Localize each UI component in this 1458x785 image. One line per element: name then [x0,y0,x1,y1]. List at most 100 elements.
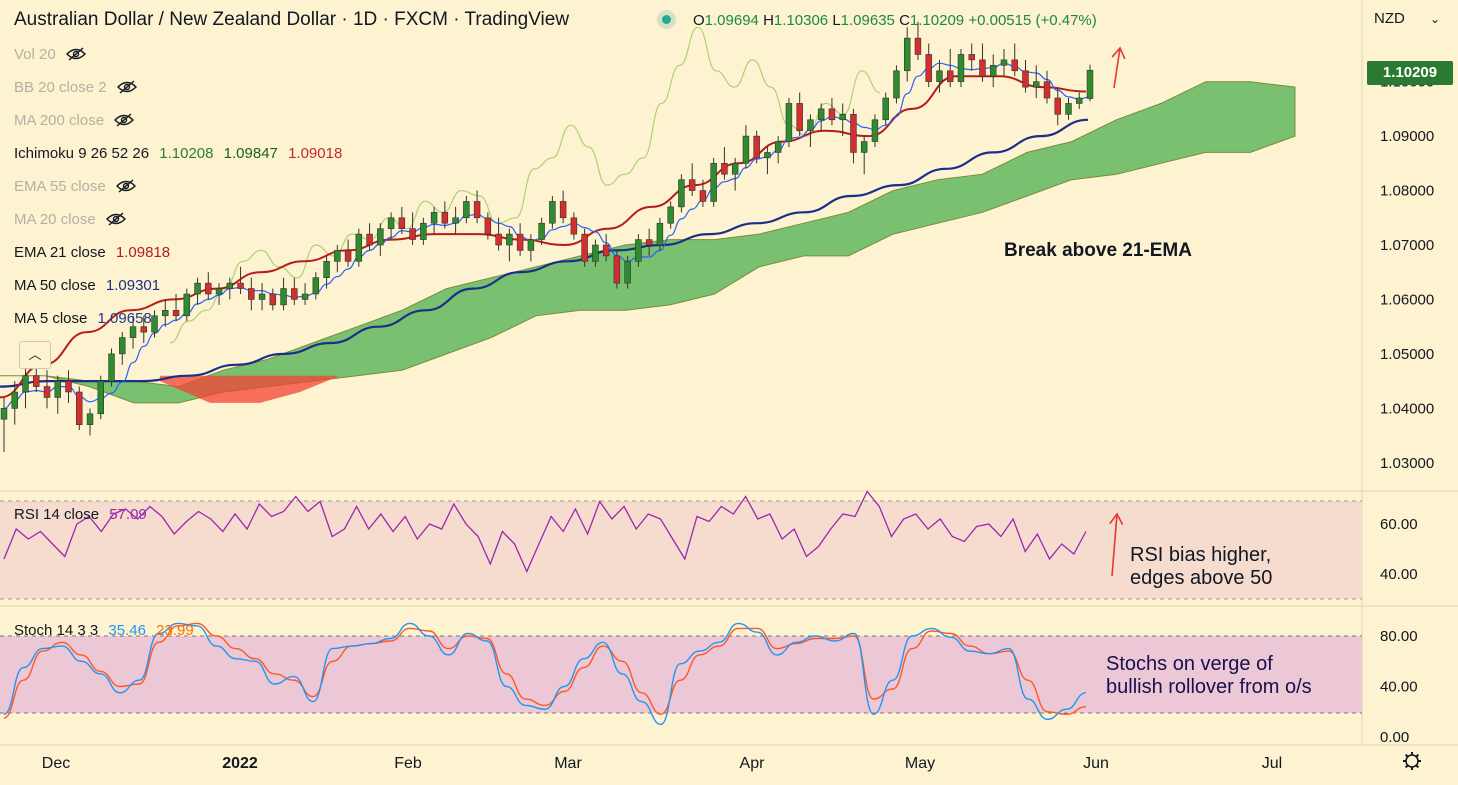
candle-body [828,108,836,121]
currency-select[interactable]: NZD ⌄ [1366,6,1444,32]
candle-body [538,222,545,240]
close-label: C [899,12,910,29]
candle-body [774,141,782,153]
candle-body [1043,81,1051,99]
candle-body [366,233,373,246]
legend-ichimoku-value-2: 1.09847 [223,145,278,162]
candle-body [1086,69,1094,99]
legend-ma5[interactable]: MA 5 close 1.09658 [14,310,152,327]
annotation-ema-break: Break above 21-EMA [1004,240,1192,261]
rsi-line [3,490,1087,574]
legend-rsi[interactable]: RSI 14 close 57.09 [14,506,147,523]
candle-body [1033,81,1040,88]
legend-ema21-label: EMA 21 close [14,244,106,261]
eye-hidden-icon[interactable] [116,80,137,94]
candle-body [194,282,201,295]
candle-body [968,54,975,61]
legend-ichimoku-value-1: 1.10208 [159,145,214,162]
candle-body [54,380,61,398]
candle-body [624,261,631,284]
gear-ring [1405,754,1419,768]
low-label: L [832,12,841,29]
legend-ma50-value: 1.09301 [105,277,161,294]
candle-body [22,375,29,393]
price-tick-label: 1.08000 [1380,183,1434,200]
legend-ichimoku[interactable]: Ichimoku 9 26 52 26 1.10208 1.09847 1.09… [14,145,342,162]
gear-tooth [1415,753,1420,758]
legend-vol-label: Vol 20 [14,46,56,63]
legend-bb[interactable]: BB 20 close 2 [14,79,137,96]
legend-ma20[interactable]: MA 20 close [14,211,126,228]
candle-body [753,135,760,159]
candle-body [817,108,825,121]
candle-body [602,244,610,257]
legend-stoch[interactable]: Stoch 14 3 3 35.46 23.99 [14,622,194,639]
candle-body [1076,97,1083,104]
legend-ma200[interactable]: MA 200 close [14,112,135,129]
candle-body [678,179,685,208]
candle-body [0,408,8,420]
candle-body [882,97,889,121]
legend-stoch-label: Stoch 14 3 3 [14,622,99,639]
candle-body [742,135,750,164]
candle-body [151,315,158,333]
candle-body [796,103,803,131]
chevron-up-icon: ︿ [28,347,42,362]
legend-ema55[interactable]: EMA 55 close [14,178,136,195]
candle-body [258,293,266,300]
legend-ema21[interactable]: EMA 21 close 1.09818 [14,244,170,261]
eye-hidden-icon[interactable] [105,212,126,226]
candle-body [871,119,879,142]
candle-body [323,261,330,278]
candle-body [248,288,255,300]
time-tick-label: Dec [42,755,70,772]
legend-vol[interactable]: Vol 20 [14,46,86,63]
legend-ichimoku-label: Ichimoku 9 26 52 26 [14,145,150,162]
candle-body [764,152,771,159]
candle-body [226,282,234,289]
price-tick-label: 1.05000 [1380,346,1434,363]
eye-hidden-icon[interactable] [115,179,136,193]
candle-body [699,190,707,202]
candle-body [495,233,502,246]
price-tick-label: 1.07000 [1380,237,1434,254]
legend-ma50[interactable]: MA 50 close 1.09301 [14,277,160,294]
time-tick-label: May [905,755,935,772]
candle-body [65,380,72,393]
ohlc-readout: O1.09694 H1.10306 L1.09635 C1.10209 +0.0… [662,12,1097,29]
eye-hidden-icon[interactable] [65,47,86,61]
candle-body [484,217,492,235]
gear-tooth [1404,753,1409,758]
candle-body [914,37,922,55]
candle-body [108,353,115,382]
candle-body [721,163,728,175]
candle-body [506,233,513,246]
candle-body [473,201,481,219]
candle-body [398,217,406,229]
candle-body [463,201,470,219]
legend-ema21-value: 1.09818 [115,244,171,261]
candle-body [645,239,653,246]
candle-body [355,233,363,262]
candle-body [452,217,459,224]
ma50-line [0,118,1089,388]
annotation-stoch-line1: Stochs on verge of [1106,653,1273,675]
candle-body [850,114,857,153]
candle-body [936,70,943,82]
candle-body [172,310,180,317]
candle-body [76,391,83,425]
candle-body [860,141,868,153]
change-value: +0.00515 (+0.47%) [968,12,1097,29]
candle-body [86,413,94,425]
collapse-legend-button[interactable]: ︿ [19,341,51,369]
eye-hidden-icon[interactable] [114,113,135,127]
candle-body [162,310,169,317]
time-tick-label: 2022 [222,755,258,772]
candle-body [129,326,137,338]
settings-gear-icon[interactable] [1403,752,1421,770]
annotation-stoch-line2: bullish rollover from o/s [1106,676,1312,698]
candle-body [387,217,395,229]
candle-body [613,255,621,284]
